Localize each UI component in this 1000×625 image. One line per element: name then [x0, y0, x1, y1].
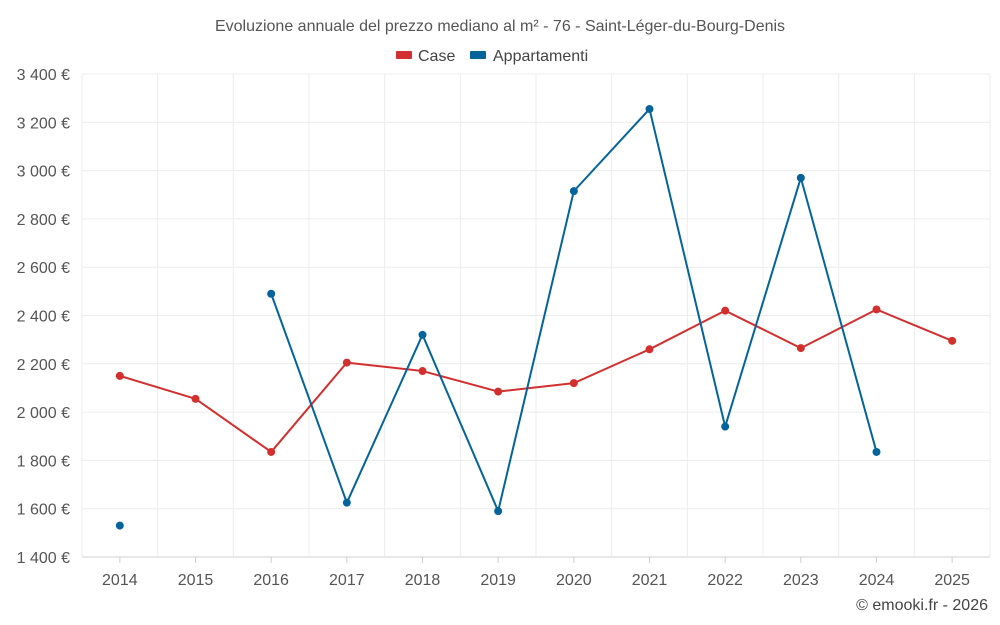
- x-tick-label: 2015: [178, 572, 214, 589]
- x-tick-label: 2024: [859, 572, 895, 589]
- copyright-footer: © emooki.fr - 2026: [856, 597, 988, 614]
- data-point[interactable]: [115, 371, 124, 380]
- chart-title: Evoluzione annuale del prezzo mediano al…: [215, 18, 785, 35]
- data-point[interactable]: [948, 336, 957, 345]
- data-point[interactable]: [872, 447, 881, 456]
- series-case: [115, 305, 957, 456]
- series-appartamenti: [115, 105, 881, 530]
- series-layer: [115, 105, 957, 530]
- data-point[interactable]: [721, 422, 730, 431]
- y-tick-label: 2 800 €: [17, 212, 70, 229]
- y-tick-label: 2 200 €: [17, 357, 70, 374]
- data-point[interactable]: [494, 507, 503, 516]
- series-line: [119, 308, 953, 453]
- x-tick-label: 2022: [707, 572, 743, 589]
- legend-label-appartamenti: Appartamenti: [493, 48, 588, 65]
- data-point[interactable]: [342, 358, 351, 367]
- legend-swatch-appartamenti: [470, 51, 486, 59]
- data-point[interactable]: [267, 447, 276, 456]
- data-point[interactable]: [872, 305, 881, 314]
- x-tick-label: 2021: [632, 572, 668, 589]
- y-tick-label: 3 200 €: [17, 115, 70, 132]
- legend-label-case: Case: [418, 48, 455, 65]
- y-tick-label: 3 000 €: [17, 164, 70, 181]
- x-tick-label: 2023: [783, 572, 819, 589]
- x-tick-label: 2018: [405, 572, 441, 589]
- x-tick-label: 2016: [253, 572, 289, 589]
- data-point[interactable]: [418, 330, 427, 339]
- data-point[interactable]: [418, 367, 427, 376]
- y-tick-label: 2 600 €: [17, 260, 70, 277]
- y-axis-labels: 1 400 € 1 600 € 1 800 € 2 000 € 2 200 € 2 400…: [17, 67, 70, 567]
- x-tick-label: 2017: [329, 572, 365, 589]
- y-tick-label: 1 600 €: [17, 502, 70, 519]
- grid: [81, 73, 991, 563]
- y-tick-label: 1 800 €: [17, 453, 70, 470]
- data-point[interactable]: [645, 345, 654, 354]
- x-tick-label: 2025: [934, 572, 970, 589]
- x-tick-label: 2014: [102, 572, 138, 589]
- data-point[interactable]: [645, 105, 654, 114]
- data-point[interactable]: [494, 387, 503, 396]
- data-point[interactable]: [796, 173, 805, 182]
- x-tick-label: 2020: [556, 572, 592, 589]
- data-point[interactable]: [569, 379, 578, 388]
- data-point[interactable]: [796, 344, 805, 353]
- data-point[interactable]: [342, 498, 351, 507]
- legend: Case Appartamenti: [396, 48, 588, 65]
- data-point[interactable]: [721, 306, 730, 315]
- y-tick-label: 2 000 €: [17, 405, 70, 422]
- legend-swatch-case: [396, 51, 412, 59]
- series-line: [270, 108, 878, 513]
- data-point[interactable]: [115, 521, 124, 530]
- data-point[interactable]: [191, 394, 200, 403]
- data-point[interactable]: [267, 289, 276, 298]
- x-tick-label: 2019: [480, 572, 516, 589]
- y-tick-label: 3 400 €: [17, 67, 70, 84]
- y-tick-label: 1 400 €: [17, 550, 70, 567]
- y-tick-label: 2 400 €: [17, 309, 70, 326]
- data-point[interactable]: [569, 187, 578, 196]
- x-axis-labels: 2014 2015 2016 2017 2018 2019 2020 2021 2022 2023…: [102, 572, 970, 589]
